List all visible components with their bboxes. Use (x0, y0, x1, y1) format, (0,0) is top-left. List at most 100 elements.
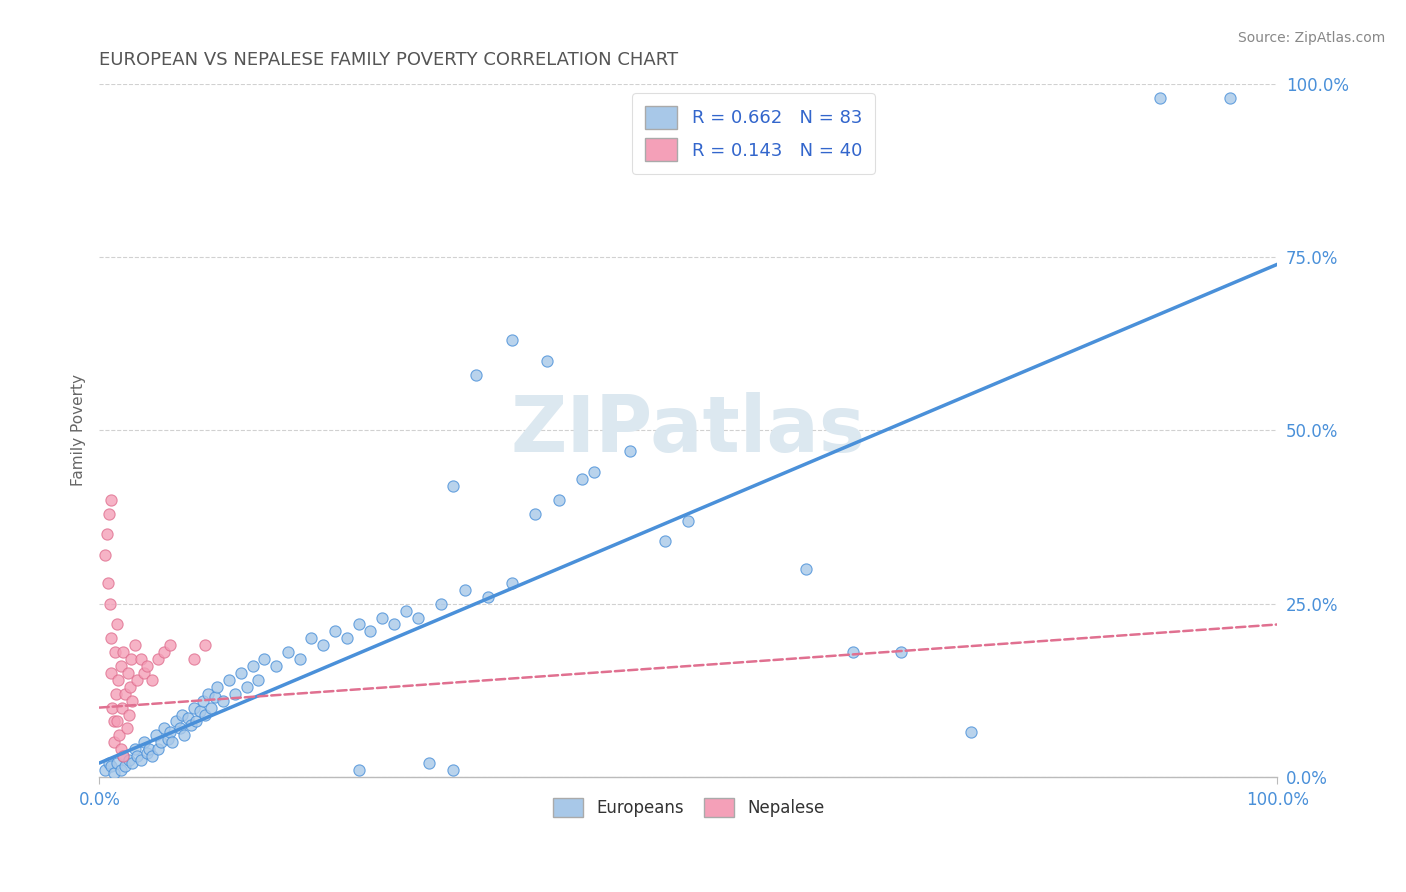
Point (453, 582, 475, 597)
Point (242, 659, 264, 673)
Point (477, 590, 499, 604)
Point (169, 722, 191, 736)
Point (121, 693, 143, 707)
Point (547, 492, 569, 507)
Point (197, 687, 219, 701)
Point (100, 665, 122, 680)
Point (103, 735, 125, 749)
Point (94, 548, 117, 562)
Point (162, 735, 184, 749)
Text: Source: ZipAtlas.com: Source: ZipAtlas.com (1237, 31, 1385, 45)
Point (111, 749, 134, 764)
Point (107, 673, 129, 687)
Point (101, 700, 124, 714)
Point (104, 687, 127, 701)
Point (229, 665, 252, 680)
Point (382, 617, 405, 632)
Point (94, 763, 117, 777)
Point (194, 707, 217, 722)
Point (406, 610, 429, 624)
Point (235, 680, 257, 694)
Point (100, 759, 122, 773)
Point (127, 673, 149, 687)
Point (156, 731, 179, 746)
Point (170, 707, 193, 722)
Point (105, 756, 128, 770)
Point (1149, 91, 1171, 105)
Point (395, 604, 418, 618)
Point (536, 354, 558, 368)
Point (103, 714, 125, 729)
Point (678, 514, 700, 528)
Point (121, 756, 143, 770)
Point (191, 693, 214, 707)
Point (124, 742, 146, 756)
Y-axis label: Family Poverty: Family Poverty (72, 375, 86, 486)
Point (960, 724, 983, 739)
Point (145, 728, 167, 742)
Point (654, 534, 676, 549)
Point (135, 659, 157, 673)
Point (104, 645, 127, 659)
Point (141, 673, 163, 687)
Point (288, 652, 311, 666)
Point (111, 645, 134, 659)
Point (347, 763, 370, 777)
Point (97, 756, 120, 770)
Point (159, 638, 181, 652)
Point (218, 673, 240, 687)
Point (264, 659, 287, 673)
Point (134, 735, 156, 749)
Point (114, 687, 136, 701)
Point (148, 652, 170, 666)
Point (501, 334, 523, 348)
Text: EUROPEAN VS NEPALESE FAMILY POVERTY CORRELATION CHART: EUROPEAN VS NEPALESE FAMILY POVERTY CORR… (100, 51, 679, 69)
Point (153, 645, 176, 659)
Point (194, 638, 217, 652)
Point (200, 700, 222, 714)
Point (100, 632, 122, 646)
Point (97, 507, 120, 521)
Point (110, 659, 132, 673)
Point (247, 673, 270, 687)
Point (359, 624, 381, 639)
Point (129, 753, 152, 767)
Point (177, 711, 200, 725)
Point (117, 665, 139, 680)
Point (100, 492, 122, 507)
Point (111, 700, 134, 714)
Point (430, 597, 453, 611)
Point (312, 638, 335, 652)
Point (138, 742, 160, 756)
Point (204, 690, 226, 705)
Point (153, 722, 176, 736)
Point (98, 597, 121, 611)
Point (105, 617, 128, 632)
Point (418, 756, 440, 770)
Point (323, 624, 346, 639)
Point (465, 368, 488, 382)
Point (173, 728, 195, 742)
Point (183, 652, 205, 666)
Point (103, 766, 125, 780)
Point (253, 652, 276, 666)
Point (889, 645, 911, 659)
Point (110, 742, 132, 756)
Point (148, 742, 170, 756)
Point (188, 704, 211, 718)
Point (842, 645, 865, 659)
Point (277, 645, 299, 659)
Point (441, 479, 464, 493)
Point (207, 680, 229, 694)
Point (115, 722, 138, 736)
Point (441, 763, 464, 777)
Text: ZIPatlas: ZIPatlas (510, 392, 866, 468)
Point (224, 687, 246, 701)
Point (120, 652, 142, 666)
Point (183, 700, 205, 714)
Point (120, 680, 142, 694)
Point (129, 652, 152, 666)
Point (96, 527, 118, 541)
Point (114, 759, 136, 773)
Point (184, 714, 207, 729)
